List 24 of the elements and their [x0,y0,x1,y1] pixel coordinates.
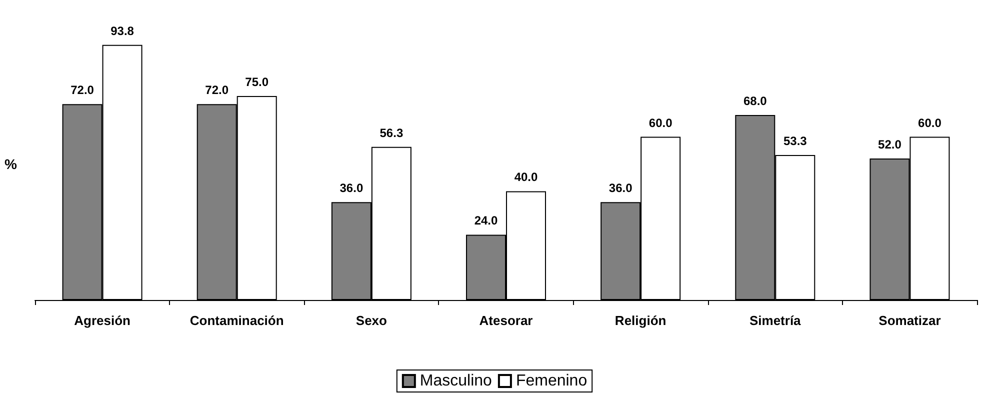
data-label: 52.0 [878,138,902,152]
x-tick-label: Somatizar [878,313,941,328]
x-tick-label: Religión [614,313,666,328]
x-tick-label: Simetría [749,313,802,328]
data-label: 72.0 [70,83,94,98]
x-tick-label: Contaminación [190,313,284,328]
data-label: 40.0 [514,170,538,184]
data-label: 53.3 [783,134,808,148]
data-label: 60.0 [918,116,942,130]
x-tick-label: Agresión [74,313,131,328]
data-label: 93.8 [110,24,134,38]
y-axis-title: % [4,156,18,172]
legend-label: Masculino [420,372,492,390]
x-tick-label: Atesorar [479,313,533,328]
data-label: 36.0 [608,181,633,196]
data-label: 60.0 [648,116,673,130]
data-label: 68.0 [743,94,768,108]
data-label: 24.0 [474,214,498,228]
data-label: 75.0 [245,75,269,89]
legend-label: Femenino [516,372,588,390]
data-label: 72.0 [205,83,229,98]
data-label: 56.3 [380,126,404,140]
x-tick-label: Sexo [356,313,388,328]
data-label: 36.0 [340,181,364,196]
